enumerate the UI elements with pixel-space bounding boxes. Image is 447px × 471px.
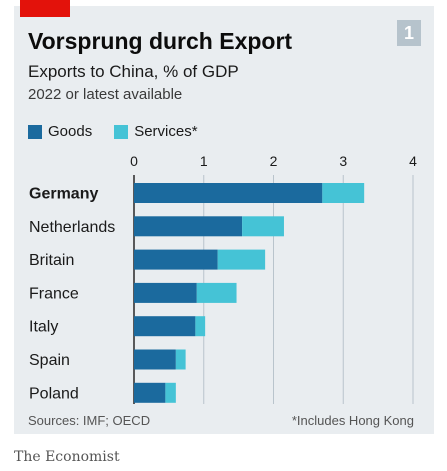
chart-note: 2022 or latest available (28, 86, 183, 103)
category-label: Britain (29, 252, 74, 269)
bar-goods (134, 382, 166, 403)
bar-goods (134, 249, 218, 270)
legend-swatch-goods (28, 124, 42, 139)
chart-subtitle: Exports to China, % of GDP (28, 62, 239, 81)
brand-tab (20, 0, 70, 17)
category-label: Netherlands (29, 219, 115, 236)
x-tick-label: 3 (339, 153, 347, 169)
category-label: Italy (29, 319, 58, 336)
category-label: Poland (29, 385, 79, 402)
bar-services (165, 382, 176, 403)
x-tick-label: 1 (200, 153, 208, 169)
legend-label-services: Services* (134, 123, 198, 140)
source-note: Sources: IMF; OECD (28, 413, 151, 428)
bar-goods (134, 349, 176, 370)
footnote: *Includes Hong Kong (291, 413, 414, 428)
bar-services (195, 316, 206, 337)
legend-swatch-services (114, 124, 129, 139)
category-label: Spain (29, 352, 70, 369)
bar-services (175, 349, 186, 370)
legend-label-goods: Goods (48, 123, 93, 140)
category-label: Germany (29, 186, 98, 203)
bar-goods (134, 216, 243, 237)
bar-services (322, 183, 365, 203)
x-tick-label: 2 (270, 153, 278, 169)
legend-item-goods: Goods (28, 123, 92, 140)
chart-title: Vorsprung durch Export (28, 28, 293, 54)
bar-goods (134, 183, 323, 203)
x-tick-label: 4 (409, 153, 417, 169)
publisher-brand: The Economist (14, 449, 120, 465)
bar-goods (134, 316, 196, 337)
bar-services (217, 249, 266, 270)
bar-services (196, 282, 237, 303)
bar-goods (134, 282, 197, 303)
x-tick-label: 0 (130, 153, 138, 169)
legend: Goods Services* (28, 123, 220, 140)
bar-services (242, 216, 284, 237)
chart-number-badge: 1 (397, 20, 421, 46)
legend-item-services: Services* (114, 123, 198, 140)
category-label: France (29, 285, 79, 302)
